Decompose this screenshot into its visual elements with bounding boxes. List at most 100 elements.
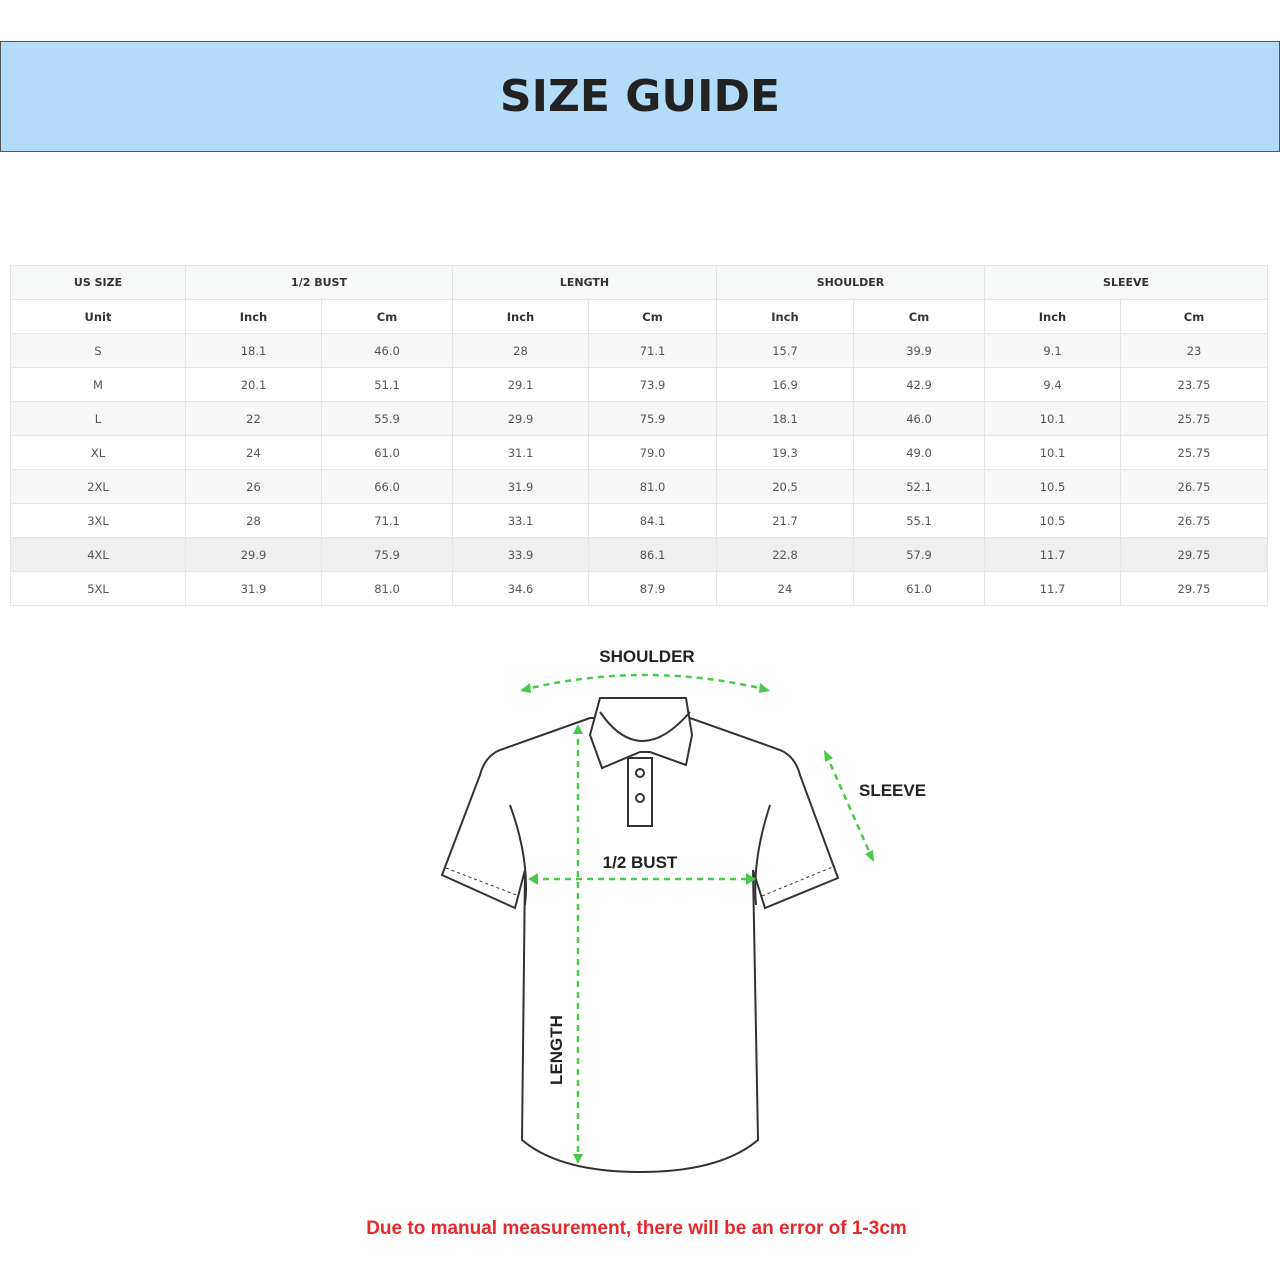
sleeve-label: SLEEVE bbox=[859, 781, 926, 800]
value-cell: 31.9 bbox=[452, 469, 589, 504]
value-cell: 31.1 bbox=[452, 435, 589, 470]
table-row: L 22 55.9 29.9 75.9 18.1 46.0 10.1 25.75 bbox=[10, 401, 1269, 436]
value-cell: 11.7 bbox=[984, 537, 1122, 572]
value-cell: 23 bbox=[1120, 333, 1269, 368]
value-cell: 18.1 bbox=[716, 401, 854, 436]
value-cell: 23.75 bbox=[1120, 367, 1269, 402]
value-cell: 20.1 bbox=[185, 367, 322, 402]
value-cell: 15.7 bbox=[716, 333, 854, 368]
table-row: XL 24 61.0 31.1 79.0 19.3 49.0 10.1 25.75 bbox=[10, 435, 1269, 470]
value-cell: 10.1 bbox=[984, 401, 1122, 436]
value-cell: 55.9 bbox=[321, 401, 453, 436]
value-cell: 66.0 bbox=[321, 469, 453, 504]
value-cell: 29.75 bbox=[1120, 537, 1269, 572]
value-cell: 61.0 bbox=[321, 435, 453, 470]
value-cell: 79.0 bbox=[588, 435, 717, 470]
table-row: 4XL 29.9 75.9 33.9 86.1 22.8 57.9 11.7 29.75 bbox=[10, 537, 1269, 572]
bust-label: 1/2 BUST bbox=[603, 853, 678, 872]
value-cell: 71.1 bbox=[321, 503, 453, 538]
unit-cell: Inch bbox=[984, 299, 1122, 334]
unit-cell: Inch bbox=[452, 299, 589, 334]
header-shoulder: SHOULDER bbox=[715, 265, 986, 300]
value-cell: 28 bbox=[185, 503, 322, 538]
value-cell: 33.9 bbox=[452, 537, 589, 572]
header-us-size: US SIZE bbox=[10, 265, 186, 300]
value-cell: 21.7 bbox=[716, 503, 854, 538]
shirt-diagram: SHOULDER SLEEVE 1/2 BUST LENGTH bbox=[440, 647, 926, 1174]
value-cell: 31.9 bbox=[185, 571, 322, 606]
value-cell: 20.5 bbox=[716, 469, 854, 504]
size-cell: M bbox=[10, 367, 186, 402]
value-cell: 26 bbox=[185, 469, 322, 504]
value-cell: 29.1 bbox=[452, 367, 589, 402]
sleeve-arrow-icon bbox=[824, 753, 874, 859]
header-sleeve: SLEEVE bbox=[984, 265, 1269, 300]
table-row: S 18.1 46.0 28 71.1 15.7 39.9 9.1 23 bbox=[10, 333, 1269, 368]
measure-arrows bbox=[521, 673, 874, 1160]
value-cell: 19.3 bbox=[716, 435, 854, 470]
value-cell: 9.1 bbox=[984, 333, 1122, 368]
value-cell: 25.75 bbox=[1120, 435, 1269, 470]
value-cell: 26.75 bbox=[1120, 503, 1269, 538]
value-cell: 75.9 bbox=[321, 537, 453, 572]
value-cell: 24 bbox=[185, 435, 322, 470]
size-cell: 3XL bbox=[10, 503, 186, 538]
unit-cell: Cm bbox=[1120, 299, 1269, 334]
value-cell: 10.1 bbox=[984, 435, 1122, 470]
value-cell: 10.5 bbox=[984, 469, 1122, 504]
value-cell: 52.1 bbox=[852, 469, 986, 504]
unit-cell: Inch bbox=[716, 299, 854, 334]
value-cell: 26.75 bbox=[1120, 469, 1269, 504]
unit-cell: Cm bbox=[321, 299, 453, 334]
title-banner: SIZE GUIDE bbox=[0, 41, 1280, 152]
size-cell: S bbox=[10, 333, 186, 368]
value-cell: 28 bbox=[452, 333, 589, 368]
value-cell: 16.9 bbox=[716, 367, 854, 402]
value-cell: 87.9 bbox=[588, 571, 717, 606]
value-cell: 75.9 bbox=[588, 401, 717, 436]
size-cell: 4XL bbox=[10, 537, 186, 572]
unit-cell: Cm bbox=[588, 299, 717, 334]
value-cell: 71.1 bbox=[588, 333, 717, 368]
value-cell: 29.75 bbox=[1120, 571, 1269, 606]
value-cell: 55.1 bbox=[852, 503, 986, 538]
size-cell: XL bbox=[10, 435, 186, 470]
header-bust: 1/2 BUST bbox=[185, 265, 453, 300]
measurement-note: Due to manual measurement, there will be… bbox=[366, 1218, 907, 1239]
unit-row: Unit Inch Cm Inch Cm Inch Cm Inch Cm bbox=[10, 299, 1269, 334]
size-cell: 2XL bbox=[10, 469, 186, 504]
value-cell: 22 bbox=[185, 401, 322, 436]
header-length: LENGTH bbox=[452, 265, 717, 300]
value-cell: 86.1 bbox=[588, 537, 717, 572]
value-cell: 81.0 bbox=[588, 469, 717, 504]
page-title: SIZE GUIDE bbox=[499, 71, 781, 122]
shoulder-label: SHOULDER bbox=[599, 647, 694, 666]
shirt-outline-icon bbox=[440, 697, 840, 1174]
unit-cell: Cm bbox=[852, 299, 986, 334]
value-cell: 29.9 bbox=[185, 537, 322, 572]
value-cell: 22.8 bbox=[716, 537, 854, 572]
table-row: 5XL 31.9 81.0 34.6 87.9 24 61.0 11.7 29.75 bbox=[10, 571, 1269, 606]
value-cell: 57.9 bbox=[852, 537, 986, 572]
shoulder-arrow-icon bbox=[521, 673, 769, 692]
value-cell: 46.0 bbox=[321, 333, 453, 368]
table-row: 2XL 26 66.0 31.9 81.0 20.5 52.1 10.5 26.75 bbox=[10, 469, 1269, 504]
value-cell: 11.7 bbox=[984, 571, 1122, 606]
value-cell: 81.0 bbox=[321, 571, 453, 606]
table-row: 3XL 28 71.1 33.1 84.1 21.7 55.1 10.5 26.75 bbox=[10, 503, 1269, 538]
value-cell: 73.9 bbox=[588, 367, 717, 402]
value-cell: 29.9 bbox=[452, 401, 589, 436]
value-cell: 25.75 bbox=[1120, 401, 1269, 436]
group-header-row: US SIZE 1/2 BUST LENGTH SHOULDER SLEEVE bbox=[10, 265, 1269, 300]
value-cell: 18.1 bbox=[185, 333, 322, 368]
value-cell: 10.5 bbox=[984, 503, 1122, 538]
value-cell: 9.4 bbox=[984, 367, 1122, 402]
value-cell: 51.1 bbox=[321, 367, 453, 402]
value-cell: 34.6 bbox=[452, 571, 589, 606]
value-cell: 61.0 bbox=[852, 571, 986, 606]
unit-cell: Inch bbox=[185, 299, 322, 334]
value-cell: 46.0 bbox=[852, 401, 986, 436]
size-cell: L bbox=[10, 401, 186, 436]
value-cell: 39.9 bbox=[852, 333, 986, 368]
size-table: US SIZE 1/2 BUST LENGTH SHOULDER SLEEVE … bbox=[10, 265, 1269, 606]
